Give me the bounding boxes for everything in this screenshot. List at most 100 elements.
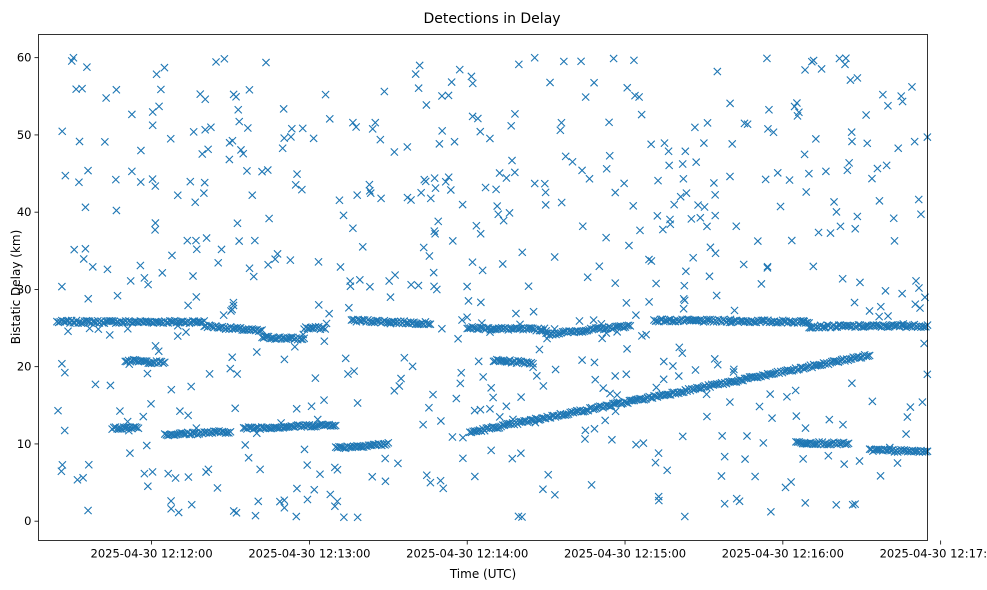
scatter-point <box>84 294 93 303</box>
scatter-point <box>916 304 925 313</box>
scatter-point <box>184 473 193 482</box>
scatter-point <box>720 452 729 461</box>
scatter-point <box>298 124 307 133</box>
scatter-point <box>202 234 211 243</box>
scatter-point <box>717 472 726 481</box>
scatter-point <box>842 321 851 330</box>
scatter-point <box>160 63 169 72</box>
scatter-point <box>228 353 237 362</box>
y-tick-label: 40 <box>17 205 32 219</box>
scatter-point <box>811 134 820 143</box>
scatter-point <box>598 334 607 343</box>
scatter-point <box>112 206 121 215</box>
scatter-point <box>651 317 660 326</box>
scatter-point <box>751 472 760 481</box>
scatter-point <box>365 180 374 189</box>
scatter-point <box>151 225 160 234</box>
scatter-point <box>103 265 112 274</box>
scatter-point <box>258 333 267 342</box>
scatter-point <box>192 292 201 301</box>
scatter-point <box>335 442 343 451</box>
scatter-point <box>458 200 467 209</box>
scatter-point <box>637 110 646 119</box>
scatter-point <box>413 320 422 329</box>
scatter-point <box>921 447 930 456</box>
scatter-point <box>280 134 289 143</box>
scatter-point <box>57 359 66 368</box>
scatter-point <box>148 121 157 130</box>
scatter-point <box>422 471 431 480</box>
scatter-point <box>814 228 823 237</box>
scatter-point <box>538 485 547 494</box>
scatter-point <box>167 504 176 513</box>
scatter-point <box>602 233 611 242</box>
scatter-point <box>183 236 192 245</box>
scatter-point <box>613 391 622 400</box>
scatter-point <box>408 362 417 371</box>
scatter-point <box>711 249 720 258</box>
scatter-point <box>438 126 447 135</box>
scatter-point <box>126 276 135 285</box>
scatter-point <box>308 422 317 431</box>
scatter-point <box>690 123 699 132</box>
scatter-point <box>658 225 667 234</box>
scatter-point <box>907 82 916 91</box>
scatter-point <box>368 124 377 133</box>
scatter-point <box>211 427 220 436</box>
scatter-point <box>668 362 677 371</box>
scatter-point <box>578 166 587 175</box>
scatter-point <box>523 418 532 426</box>
scatter-point <box>607 435 616 444</box>
scatter-point <box>158 268 167 277</box>
scatter-point <box>60 426 69 435</box>
scatter-point <box>347 316 356 325</box>
scatter-point <box>343 370 352 378</box>
scatter-point <box>287 124 296 133</box>
scatter-point <box>535 345 544 354</box>
scatter-point <box>529 307 538 316</box>
scatter-point <box>557 118 566 127</box>
scatter-point <box>468 258 477 267</box>
scatter-point <box>766 507 775 516</box>
scatter-point <box>265 424 274 433</box>
scatter-point <box>325 309 334 318</box>
scatter-point <box>264 260 273 269</box>
scatter-point <box>741 455 750 464</box>
scatter-point <box>428 390 437 399</box>
scatter-point <box>447 78 456 87</box>
scatter-point <box>251 511 260 520</box>
scatter-point <box>501 357 510 366</box>
scatter-point <box>876 302 885 311</box>
scatter-point <box>368 472 377 481</box>
scatter-point <box>458 316 467 325</box>
scatter-point <box>678 160 687 168</box>
scatter-point <box>682 189 691 198</box>
scatter-point <box>181 328 190 337</box>
scatter-point <box>776 202 785 211</box>
scatter-point <box>918 398 927 407</box>
scatter-point <box>763 124 772 133</box>
scatter-point <box>868 397 877 406</box>
scatter-point <box>333 497 342 506</box>
scatter-point <box>664 147 673 156</box>
scatter-point <box>644 255 653 264</box>
scatter-point <box>670 200 679 209</box>
y-tick-label: 0 <box>24 514 31 528</box>
scatter-point <box>159 359 168 368</box>
scatter-point <box>467 72 476 81</box>
scatter-point <box>151 219 160 228</box>
scatter-point <box>206 123 215 132</box>
scatter-point <box>687 214 696 223</box>
scatter-point <box>821 359 830 368</box>
scatter-point <box>853 212 862 221</box>
scatter-point <box>725 398 734 407</box>
scatter-point <box>765 318 774 327</box>
scatter-point <box>729 365 738 374</box>
scatter-point <box>472 221 481 230</box>
scatter-point <box>432 285 441 294</box>
scatter-point <box>829 357 838 366</box>
scatter-point <box>832 207 841 216</box>
y-axis-label: Bistatic Delay (km) <box>9 230 23 345</box>
scatter-point <box>160 358 169 367</box>
scatter-point <box>229 301 238 310</box>
